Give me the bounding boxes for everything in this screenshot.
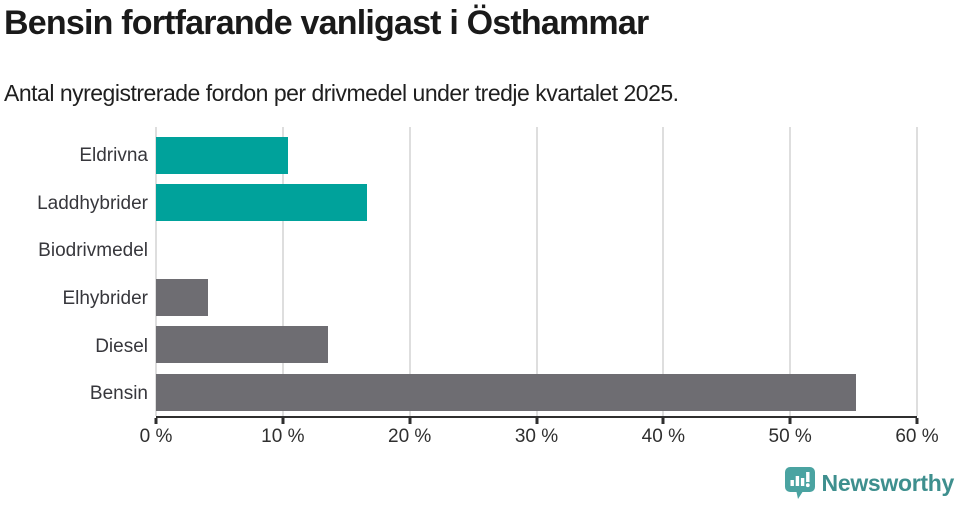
- bar-row: [156, 274, 917, 321]
- category-label: Elhybrider: [62, 287, 148, 309]
- gridline: [916, 127, 918, 416]
- gridline: [281, 127, 284, 416]
- category-label: Diesel: [95, 335, 148, 357]
- bar-chart: Eldrivna Laddhybrider Biodrivmedel Elhybrid…: [0, 127, 939, 447]
- page-title: Bensin fortfarande vanligast i Östhammar: [4, 4, 649, 42]
- bar-row: [156, 132, 917, 179]
- gridline: [789, 127, 792, 416]
- brand-name: Newsworthy: [821, 469, 955, 496]
- category-label: Bensin: [89, 383, 148, 405]
- plot-area: 0 % 10 % 20 % 30 % 40 % 50 % 60 %: [140, 127, 939, 447]
- axis-tick-label: 0 %: [139, 426, 173, 447]
- bar-eldrivna: [156, 137, 288, 175]
- bar-row: [156, 369, 917, 416]
- bar-row: [156, 321, 917, 368]
- axis-tick: [535, 418, 538, 424]
- axis-tick: [154, 418, 158, 424]
- axis-tick-label: 20 %: [388, 426, 432, 447]
- axis-tick: [788, 418, 792, 424]
- chart-subtitle: Antal nyregistrerade fordon per drivmede…: [4, 80, 679, 106]
- gridline: [408, 127, 411, 416]
- bar-row: [156, 179, 917, 226]
- bar-diesel: [156, 326, 329, 364]
- category-label: Laddhybrider: [37, 192, 148, 214]
- gridline: [662, 127, 665, 416]
- gridline: [535, 127, 538, 416]
- category-label: Biodrivmedel: [38, 240, 148, 262]
- category-labels: Eldrivna Laddhybrider Biodrivmedel Elhybrid…: [0, 127, 148, 418]
- bar-elhybrider: [156, 279, 208, 317]
- axis-tick: [915, 418, 919, 424]
- bar-laddhybrider: [156, 184, 367, 222]
- axis-tick: [281, 418, 285, 424]
- axis-tick-label: 30 %: [514, 426, 559, 447]
- bar-row: [156, 227, 917, 274]
- category-label: Eldrivna: [79, 144, 148, 166]
- bar-bensin: [156, 373, 857, 411]
- axis-tick: [408, 418, 412, 424]
- bar-rows: [156, 127, 917, 416]
- axis-tick-label: 60 %: [895, 426, 939, 447]
- axis-tick-label: 10 %: [261, 426, 305, 447]
- newsworthy-logo[interactable]: Newsworthy: [784, 467, 955, 499]
- axis-tick: [661, 418, 665, 424]
- axis-tick-label: 40 %: [641, 426, 685, 447]
- gridline: [155, 127, 157, 416]
- newsworthy-chart-bubble-icon: [784, 467, 815, 499]
- axis-tick-label: 50 %: [768, 426, 812, 447]
